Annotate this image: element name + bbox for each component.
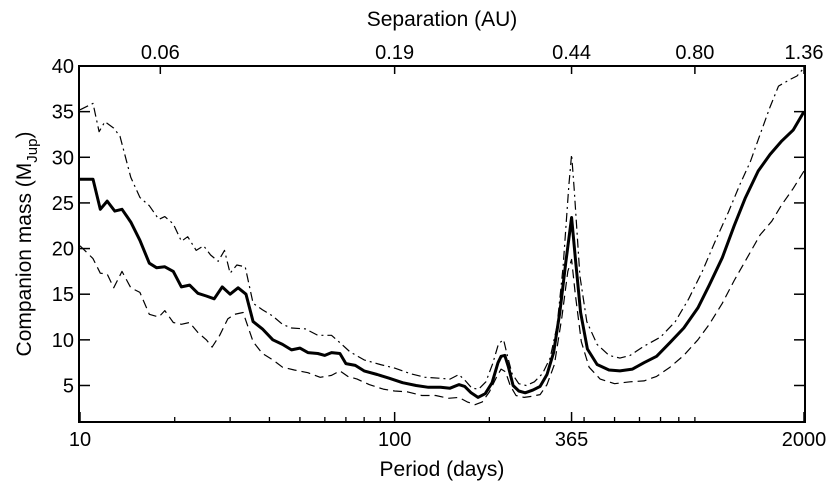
plot-frame xyxy=(78,65,806,423)
top-tick-label: 0.80 xyxy=(675,42,714,64)
top-tick-label: 0.44 xyxy=(552,42,591,64)
y-tick-label: 35 xyxy=(52,102,74,124)
y-axis-title-close: ) xyxy=(13,132,36,139)
ticks-layer xyxy=(79,65,805,422)
x-tick-label: 2000 xyxy=(782,429,827,451)
y-tick-label: 15 xyxy=(52,284,74,306)
labels-layer: 10 100 365 2000 0.06 0.19 0.44 0.80 1.36 5 10 15 20 2… xyxy=(52,42,827,451)
series-line-dash-dot xyxy=(79,67,805,390)
x-axis-title: Period (days) xyxy=(380,458,505,481)
x-tick-label: 100 xyxy=(378,429,411,451)
series-line-solid xyxy=(80,110,806,399)
y-tick-label: 5 xyxy=(63,375,74,397)
top-axis-title: Separation (AU) xyxy=(367,8,518,31)
y-tick-label: 30 xyxy=(52,147,74,169)
series-line-dashed xyxy=(79,170,805,406)
y-tick-label: 10 xyxy=(52,330,74,352)
top-tick-label: 0.06 xyxy=(141,42,180,64)
y-tick-label: 40 xyxy=(52,56,74,78)
top-tick-label: 1.36 xyxy=(785,42,824,64)
y-axis-title-main: Companion mass (M xyxy=(13,163,36,357)
y-axis-title: Companion mass (MJup) xyxy=(13,132,41,357)
y-tick-label: 20 xyxy=(52,239,74,261)
curves-layer xyxy=(79,67,806,406)
x-tick-label: 10 xyxy=(69,429,91,451)
y-axis-title-subscript: Jup xyxy=(24,139,41,163)
x-tick-label: 365 xyxy=(555,429,588,451)
top-tick-label: 0.19 xyxy=(375,42,414,64)
y-tick-label: 25 xyxy=(52,193,74,215)
